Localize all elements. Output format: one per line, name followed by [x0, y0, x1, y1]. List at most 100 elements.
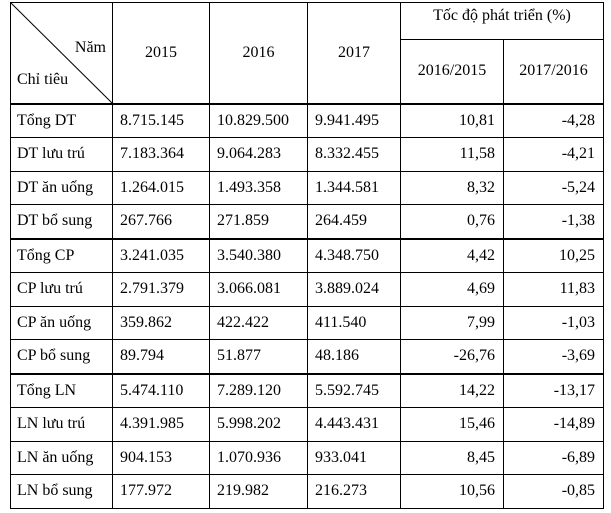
growth-value: -4,21: [502, 137, 605, 172]
year-value: 5.998.202: [209, 407, 308, 442]
row-label: CP lưu trú: [10, 272, 113, 307]
year-value: 1.344.581: [307, 170, 401, 205]
growth-value: -1,38: [502, 204, 605, 239]
year-value: 933.041: [307, 440, 401, 475]
year-value: 411.540: [307, 305, 401, 340]
table-row: LN ăn uống 904.153 1.070.936 933.041 8,45 -6,…: [10, 440, 605, 475]
growth-value: 10,81: [400, 102, 504, 138]
year-value: 177.972: [112, 474, 210, 509]
year-value: 904.153: [112, 440, 210, 475]
year-value: 4.443.431: [307, 407, 401, 442]
year-value: 9.064.283: [209, 137, 308, 172]
year-value: 48.186: [307, 339, 401, 374]
year-value: 219.982: [209, 474, 308, 509]
row-label: CP ăn uống: [10, 305, 113, 340]
year-value: 1.264.015: [112, 170, 210, 205]
table-row: DT bổ sung 267.766 271.859 264.459 0,76 -1,38: [10, 204, 605, 239]
year-value: 264.459: [307, 204, 401, 239]
growth-value: -14,89: [502, 407, 605, 442]
year-value: 1.070.936: [209, 440, 308, 475]
table-row: LN lưu trú 4.391.985 5.998.202 4.443.431 15,…: [10, 407, 605, 442]
year-value: 10.829.500: [209, 102, 308, 138]
row-label: LN ăn uống: [10, 440, 113, 475]
row-label: DT bổ sung: [10, 204, 113, 239]
growth-value: -26,76: [400, 339, 504, 374]
year-value: 422.422: [209, 305, 308, 340]
table-row: Tổng DT 8.715.145 10.829.500 9.941.495 10,81…: [10, 102, 605, 138]
year-value: 267.766: [112, 204, 210, 239]
table-body: Tổng DT 8.715.145 10.829.500 9.941.495 10,81…: [10, 102, 605, 509]
table-row: CP bổ sung 89.794 51.877 48.186 -26,76 -3,69: [10, 339, 605, 374]
growth-value: 10,56: [400, 474, 504, 509]
growth-value: 11,83: [502, 272, 605, 307]
year-header: 2017: [307, 2, 401, 104]
row-label: DT lưu trú: [10, 137, 113, 172]
growth-column: 2016/2015: [400, 39, 504, 104]
table-row: LN bổ sung 177.972 219.982 216.273 10,56 -0,8…: [10, 474, 605, 509]
growth-value: 8,45: [400, 440, 504, 475]
table-row: DT ăn uống 1.264.015 1.493.358 1.344.581 8,3…: [10, 170, 605, 205]
year-value: 359.862: [112, 305, 210, 340]
growth-value: 10,25: [502, 237, 605, 273]
growth-value: 8,32: [400, 170, 504, 205]
growth-value: -3,69: [502, 339, 605, 374]
table-row: CP lưu trú 2.791.379 3.066.081 3.889.024 4,6…: [10, 272, 605, 307]
growth-value: 4,69: [400, 272, 504, 307]
growth-title: Tốc độ phát triển (%): [399, 2, 605, 40]
growth-value: 4,42: [400, 237, 504, 273]
row-label: DT ăn uống: [10, 170, 113, 205]
year-value: 4.348.750: [307, 237, 401, 273]
year-value: 8.332.455: [307, 137, 401, 172]
table-row: DT lưu trú 7.183.364 9.064.283 8.332.455 11,…: [10, 137, 605, 172]
year-value: 216.273: [307, 474, 401, 509]
year-value: 3.889.024: [307, 272, 401, 307]
growth-value: -5,24: [502, 170, 605, 205]
growth-value: -1,03: [502, 305, 605, 340]
row-label: Tổng DT: [10, 102, 113, 138]
growth-value: 15,46: [400, 407, 504, 442]
year-value: 9.941.495: [307, 102, 401, 138]
row-label: LN lưu trú: [10, 407, 113, 442]
year-header: 2016: [209, 2, 308, 104]
row-label: Tổng LN: [10, 372, 113, 408]
year-value: 7.183.364: [112, 137, 210, 172]
growth-value: 7,99: [400, 305, 504, 340]
corner-top: Năm: [74, 39, 106, 56]
row-label: Tổng CP: [10, 237, 113, 273]
row-label: LN bổ sung: [10, 474, 113, 509]
growth-value: -4,28: [502, 102, 605, 138]
year-value: 4.391.985: [112, 407, 210, 442]
year-value: 5.592.745: [307, 372, 401, 408]
diagonal: [11, 3, 113, 104]
row-label: CP bổ sung: [10, 339, 113, 374]
table-header: Năm Chỉ tiêu 2015 2016 2017 Tốc độ phát …: [10, 2, 605, 104]
growth-column: 2017/2016: [502, 39, 605, 104]
year-value: 2.791.379: [112, 272, 210, 307]
growth-value: -13,17: [502, 372, 605, 408]
growth-value: 0,76: [400, 204, 504, 239]
table-row: Tổng LN 5.474.110 7.289.120 5.592.745 14,22-…: [10, 372, 605, 408]
year-value: 5.474.110: [112, 372, 210, 408]
corner-bottom: Chỉ tiêu: [17, 71, 69, 88]
corner-cell: Năm Chỉ tiêu: [10, 2, 113, 104]
growth-value: 11,58: [400, 137, 504, 172]
year-value: 89.794: [112, 339, 210, 374]
year-header: 2015: [112, 2, 210, 104]
year-value: 8.715.145: [112, 102, 210, 138]
year-value: 51.877: [209, 339, 308, 374]
header-row: 2016/2015 2017/2016: [11, 39, 605, 104]
data-table: Năm Chỉ tiêu 2015 2016 2017 Tốc độ phát …: [10, 2, 605, 509]
table-row: Tổng CP 3.241.035 3.540.380 4.348.750 4,42 10…: [10, 237, 605, 273]
year-value: 271.859: [209, 204, 308, 239]
table-row: CP ăn uống 359.862 422.422 411.540 7,99 -1,03: [10, 305, 605, 340]
year-value: 1.493.358: [209, 170, 308, 205]
year-value: 3.066.081: [209, 272, 308, 307]
growth-value: 14,22: [400, 372, 504, 408]
year-value: 3.540.380: [209, 237, 308, 273]
year-value: 7.289.120: [209, 372, 308, 408]
header-row: Năm Chỉ tiêu 2015 2016 2017 Tốc độ phát …: [10, 2, 605, 104]
year-value: 3.241.035: [112, 237, 210, 273]
growth-value: -6,89: [502, 440, 605, 475]
growth-value: -0,85: [502, 474, 605, 509]
